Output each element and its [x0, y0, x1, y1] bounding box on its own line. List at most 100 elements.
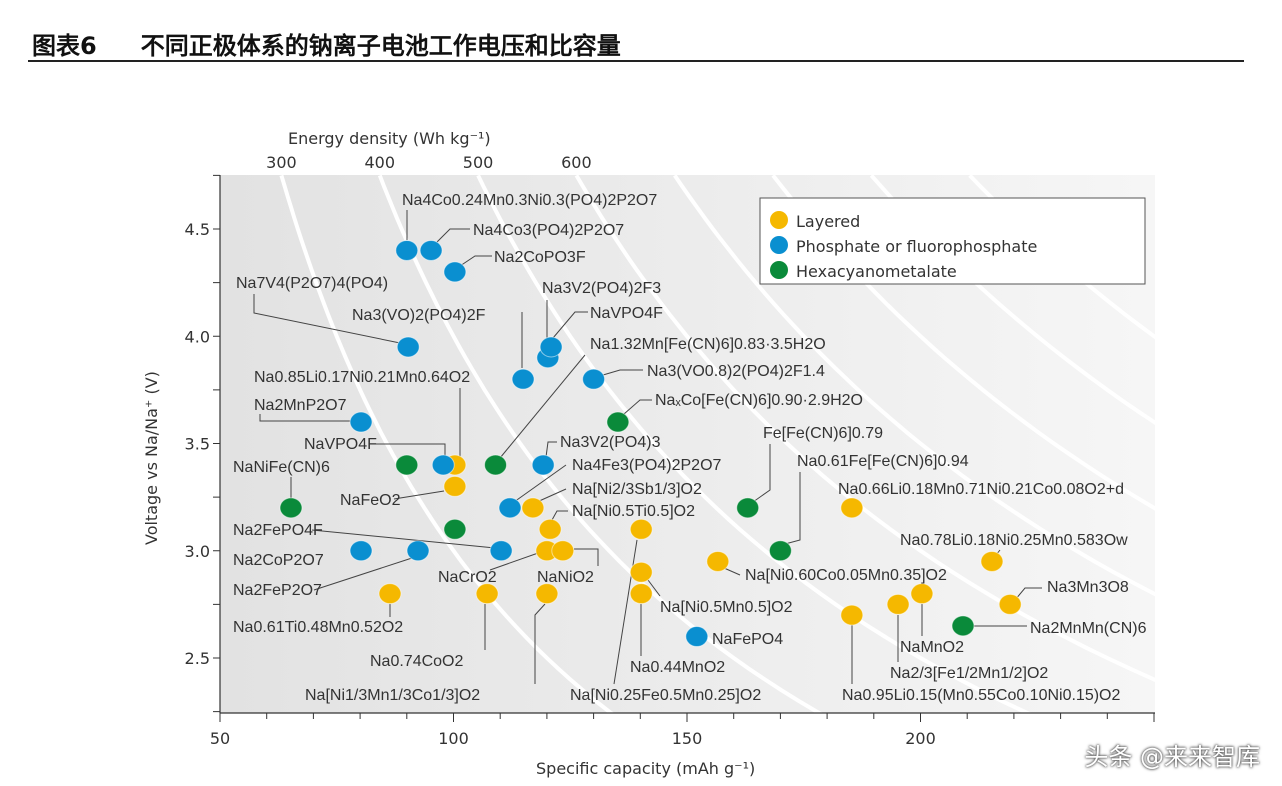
point-label: NaNiO2 [537, 569, 594, 586]
energy-density-curve [476, 175, 1033, 713]
leader-line [723, 567, 741, 576]
data-point-layered [443, 475, 467, 497]
point-label: Na0.66Li0.18Mn0.71Ni0.21Co0.08O2+d [838, 481, 1124, 498]
legend-box [759, 197, 1146, 285]
y-tick-label: 3.5 [185, 435, 210, 454]
data-point-layered [538, 518, 562, 540]
legend-label: Layered [796, 212, 860, 231]
data-point-phosphate [498, 497, 522, 519]
point-label: NaMnO2 [900, 639, 964, 656]
top-tick-label: 500 [463, 153, 494, 172]
energy-density-curve [673, 175, 1155, 597]
leader-line [551, 510, 568, 521]
data-point-hexa [736, 497, 760, 519]
point-label: Na1.32Mn[Fe(CN)6]0.83·3.5H2O [590, 336, 826, 353]
leader-line [536, 488, 567, 503]
y-tick-label: 3.0 [185, 542, 210, 561]
data-point-hexa [951, 615, 975, 637]
point-label: Na2CoP2O7 [233, 552, 324, 569]
x-tick-label: 200 [905, 729, 936, 748]
leader-line [459, 255, 492, 267]
data-point-phosphate [443, 261, 467, 283]
legend-marker-layered [770, 211, 788, 229]
leader-line [513, 464, 567, 503]
top-axis-label: Energy density (Wh kg⁻¹) [288, 129, 491, 148]
data-point-phosphate [349, 411, 373, 433]
leader-line [259, 414, 352, 422]
top-tick-label: 400 [364, 153, 395, 172]
point-label: Na2FeP2O7 [233, 582, 322, 599]
point-label: NaFeO2 [340, 492, 401, 509]
top-tick-label: 300 [266, 153, 297, 172]
x-tick-label: 100 [438, 729, 469, 748]
point-label: Na4Co3(PO4)2P2O7 [473, 222, 624, 239]
data-point-layered [475, 583, 499, 605]
data-point-hexa [395, 454, 419, 476]
point-label: NaVPO4F [304, 436, 377, 453]
data-point-phosphate [582, 368, 606, 390]
leader-line [552, 311, 588, 339]
leader-line [253, 294, 401, 344]
leader-line [311, 529, 496, 549]
leader-line [784, 472, 801, 545]
x-tick-label: 50 [210, 729, 230, 748]
energy-density-curve [574, 175, 1155, 683]
data-point-layered [629, 518, 653, 540]
point-label: NaₓCo[Fe(CN)6]0.90·2.9H2O [655, 392, 863, 409]
data-point-phosphate [406, 540, 430, 562]
data-point-layered [840, 604, 864, 626]
leader-line [499, 354, 586, 459]
data-point-hexa [443, 518, 467, 540]
leader-line [393, 490, 445, 500]
point-label: NaFePO4 [712, 631, 783, 648]
point-label: Na0.78Li0.18Ni0.25Mn0.583Ow [900, 532, 1128, 549]
data-point-phosphate [419, 239, 443, 261]
point-label: Na3Mn3O8 [1047, 579, 1129, 596]
point-label: Na0.61Ti0.48Mn0.52O2 [233, 619, 403, 636]
y-tick-label: 2.5 [185, 649, 210, 668]
data-point-layered [378, 583, 402, 605]
leader-line [534, 603, 546, 684]
data-point-phosphate [396, 336, 420, 358]
leader-line [574, 548, 599, 566]
point-label: NaNiFe(CN)6 [233, 459, 330, 476]
point-label: Na[Ni0.25Fe0.5Mn0.25]O2 [570, 687, 761, 704]
data-point-hexa [279, 497, 303, 519]
point-label: Na[Ni0.5Mn0.5]O2 [660, 599, 793, 616]
point-label: Na2MnP2O7 [254, 397, 347, 414]
legend-label: Hexacyanometalate [796, 262, 957, 281]
point-label: Na3V2(PO4)2F3 [542, 280, 661, 297]
point-label: Na4Co0.24Mn0.3Ni0.3(PO4)2P2O7 [402, 192, 657, 209]
point-label: NaCrO2 [438, 569, 497, 586]
point-label: Na2/3[Fe1/2Mn1/2]O2 [890, 665, 1048, 682]
leader-line [623, 399, 652, 415]
leader-line [313, 557, 413, 591]
data-point-hexa [606, 411, 630, 433]
point-label: Na3(VO0.8)2(PO4)2F1.4 [647, 363, 825, 380]
data-point-layered [629, 561, 653, 583]
data-point-phosphate [511, 368, 535, 390]
point-label: Na0.95Li0.15(Mn0.55Co0.10Ni0.15)O2 [842, 687, 1121, 704]
point-label: Na7V4(P2O7)4(PO4) [236, 275, 388, 292]
point-label: Na[Ni2/3Sb1/3]O2 [572, 481, 702, 498]
data-point-phosphate [349, 540, 373, 562]
figure-number: 图表6 [32, 32, 97, 60]
energy-density-curve [279, 175, 615, 713]
y-axis-label: Voltage vs Na/Na⁺ (V) [142, 371, 161, 545]
point-label: Na2CoPO3F [494, 249, 586, 266]
legend-label: Phosphate or fluorophosphate [796, 237, 1037, 256]
leader-line [545, 441, 557, 458]
point-label: Na2MnMn(CN)6 [1030, 620, 1147, 637]
data-point-phosphate [685, 626, 709, 648]
data-point-layered [886, 593, 910, 615]
figure-caption: 不同正极体系的钠离子电池工作电压和比容量 [140, 32, 621, 60]
leader-line [489, 551, 542, 571]
x-tick-label: 150 [672, 729, 703, 748]
point-label: Na0.44MnO2 [630, 659, 725, 676]
point-label: Na2FePO4F [233, 522, 323, 539]
point-label: Fe[Fe(CN)6]0.79 [763, 425, 883, 442]
point-label: NaVPO4F [590, 305, 663, 322]
point-label: Na4Fe3(PO4)2P2O7 [572, 457, 722, 474]
data-point-hexa [768, 540, 792, 562]
